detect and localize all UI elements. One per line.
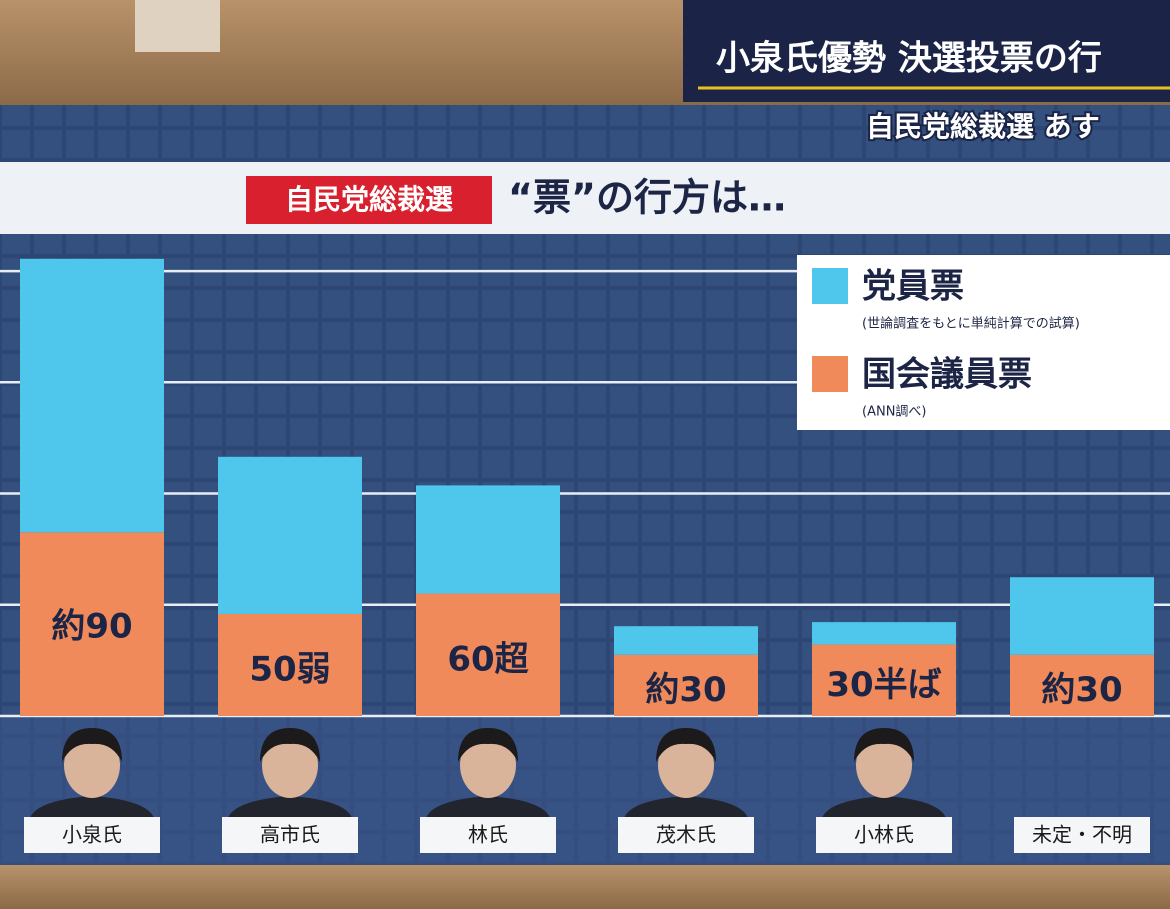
candidate-photo-body — [228, 796, 352, 818]
value-label: 約30 — [645, 670, 726, 710]
legend-note: (世論調査をもとに単純計算での試算) — [862, 316, 1080, 332]
value-label: 60超 — [447, 639, 529, 679]
name-box — [618, 817, 754, 853]
bar-segment — [416, 593, 560, 716]
subheadline: 自民党総裁選 あす — [866, 110, 1100, 143]
candidate-photo-body — [30, 796, 154, 818]
name-box — [1014, 817, 1150, 853]
bar-segment — [812, 622, 956, 645]
chart-title: “票”の行方は… — [508, 176, 786, 220]
bar-segment — [20, 532, 164, 716]
candidate-photo-face — [64, 732, 120, 798]
x-tick-label: 小泉氏 — [62, 823, 122, 847]
name-box — [816, 817, 952, 853]
studio-panel — [135, 0, 220, 52]
bar-segment — [1010, 654, 1154, 716]
x-tick-label: 茂木氏 — [656, 823, 716, 847]
candidate-photo-body — [624, 796, 748, 818]
headline-box — [683, 0, 1170, 102]
bar-segment — [1010, 577, 1154, 655]
bar-segment — [614, 654, 758, 716]
header-band — [0, 162, 1170, 234]
candidate-photo-hair — [854, 728, 914, 762]
candidate-photo-face — [460, 732, 516, 798]
grid — [0, 269, 1170, 718]
x-tick-label: 高市氏 — [260, 823, 320, 847]
bar-segment — [20, 258, 164, 533]
legend: 党員票 (世論調査をもとに単純計算での試算) 国会議員票 (ANN調べ) — [812, 267, 1080, 420]
candidate-photo-hair — [458, 728, 518, 762]
headline: 小泉氏優勢 決選投票の行 — [716, 39, 1102, 79]
candidate-strip — [0, 718, 1170, 865]
candidate-photo-hair — [260, 728, 320, 762]
value-label: 約90 — [51, 607, 132, 647]
value-label: 50弱 — [249, 649, 330, 689]
legend-swatch — [812, 356, 848, 392]
candidate-photo-face — [658, 732, 714, 798]
bar-segment — [218, 456, 362, 614]
candidate-photo-hair — [62, 728, 122, 762]
badge: 自民党総裁選 — [285, 183, 453, 216]
name-box — [24, 817, 160, 853]
bar-segment — [812, 644, 956, 716]
name-box — [420, 817, 556, 853]
candidate-photo-face — [262, 732, 318, 798]
bar-segment — [614, 626, 758, 655]
legend-label: 国会議員票 — [862, 355, 1032, 395]
x-tick-label: 林氏 — [468, 823, 508, 847]
candidate-photo-body — [426, 796, 550, 818]
badge-box — [246, 176, 492, 224]
value-label: 約30 — [1041, 670, 1122, 710]
studio-floor — [0, 865, 1170, 909]
bar-segment — [416, 485, 560, 594]
name-box — [222, 817, 358, 853]
candidate-photo-body — [822, 796, 946, 818]
candidates: 小泉氏 高市氏 林氏 茂木氏 小林氏 未定・不明 — [24, 728, 1150, 853]
legend-box — [797, 255, 1170, 430]
value-label: 30半ば — [826, 665, 941, 705]
legend-note: (ANN調べ) — [862, 405, 927, 420]
legend-swatch — [812, 268, 848, 304]
x-tick-label: 小林氏 — [854, 823, 914, 847]
candidate-photo-face — [856, 732, 912, 798]
x-tick-label: 未定・不明 — [1032, 823, 1132, 847]
bar-segment — [218, 613, 362, 716]
legend-label: 党員票 — [862, 267, 964, 307]
candidate-photo-hair — [656, 728, 716, 762]
